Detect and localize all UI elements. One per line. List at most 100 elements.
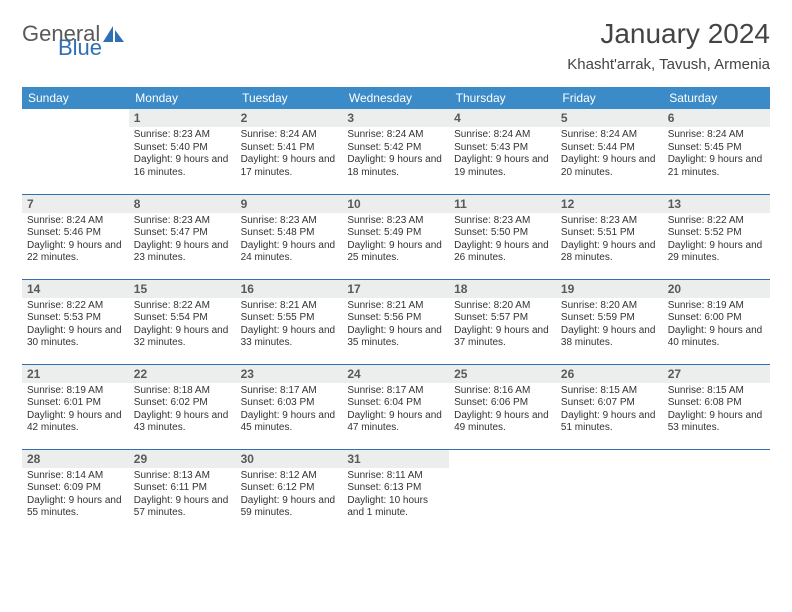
daylight-text: Daylight: 9 hours and 35 minutes. bbox=[347, 325, 444, 350]
daylight-text: Daylight: 9 hours and 53 minutes. bbox=[668, 410, 765, 435]
day-details: Sunrise: 8:15 AMSunset: 6:07 PMDaylight:… bbox=[556, 383, 663, 439]
day-number: 2 bbox=[236, 109, 343, 127]
day-details: Sunrise: 8:11 AMSunset: 6:13 PMDaylight:… bbox=[342, 468, 449, 524]
calendar-week-row: 28Sunrise: 8:14 AMSunset: 6:09 PMDayligh… bbox=[22, 449, 770, 534]
calendar-cell: 16Sunrise: 8:21 AMSunset: 5:55 PMDayligh… bbox=[236, 279, 343, 364]
weekday-header: Sunday bbox=[22, 87, 129, 109]
day-number: 5 bbox=[556, 109, 663, 127]
calendar-cell: 15Sunrise: 8:22 AMSunset: 5:54 PMDayligh… bbox=[129, 279, 236, 364]
sunrise-text: Sunrise: 8:11 AM bbox=[347, 470, 444, 483]
calendar-cell: 6Sunrise: 8:24 AMSunset: 5:45 PMDaylight… bbox=[663, 109, 770, 194]
sunrise-text: Sunrise: 8:23 AM bbox=[241, 215, 338, 228]
calendar-cell: 17Sunrise: 8:21 AMSunset: 5:56 PMDayligh… bbox=[342, 279, 449, 364]
month-title: January 2024 bbox=[567, 18, 770, 50]
weekday-header: Wednesday bbox=[342, 87, 449, 109]
day-details: Sunrise: 8:19 AMSunset: 6:00 PMDaylight:… bbox=[663, 298, 770, 354]
calendar-cell: 13Sunrise: 8:22 AMSunset: 5:52 PMDayligh… bbox=[663, 194, 770, 279]
day-details: Sunrise: 8:17 AMSunset: 6:04 PMDaylight:… bbox=[342, 383, 449, 439]
sunset-text: Sunset: 5:57 PM bbox=[454, 312, 551, 325]
sunrise-text: Sunrise: 8:22 AM bbox=[27, 300, 124, 313]
daylight-text: Daylight: 9 hours and 24 minutes. bbox=[241, 240, 338, 265]
day-details: Sunrise: 8:12 AMSunset: 6:12 PMDaylight:… bbox=[236, 468, 343, 524]
day-number: 6 bbox=[663, 109, 770, 127]
calendar-cell: 27Sunrise: 8:15 AMSunset: 6:08 PMDayligh… bbox=[663, 364, 770, 449]
calendar-cell: 31Sunrise: 8:11 AMSunset: 6:13 PMDayligh… bbox=[342, 449, 449, 534]
title-block: January 2024 Khasht'arrak, Tavush, Armen… bbox=[567, 18, 770, 73]
daylight-text: Daylight: 9 hours and 57 minutes. bbox=[134, 495, 231, 520]
sunset-text: Sunset: 5:43 PM bbox=[454, 142, 551, 155]
day-number: 30 bbox=[236, 450, 343, 468]
sunrise-text: Sunrise: 8:12 AM bbox=[241, 470, 338, 483]
day-number: 23 bbox=[236, 365, 343, 383]
day-details: Sunrise: 8:23 AMSunset: 5:47 PMDaylight:… bbox=[129, 213, 236, 269]
day-number: 17 bbox=[342, 280, 449, 298]
sunrise-text: Sunrise: 8:21 AM bbox=[347, 300, 444, 313]
sunrise-text: Sunrise: 8:24 AM bbox=[27, 215, 124, 228]
daylight-text: Daylight: 9 hours and 17 minutes. bbox=[241, 154, 338, 179]
calendar-cell: 21Sunrise: 8:19 AMSunset: 6:01 PMDayligh… bbox=[22, 364, 129, 449]
sunrise-text: Sunrise: 8:14 AM bbox=[27, 470, 124, 483]
weekday-header: Tuesday bbox=[236, 87, 343, 109]
daylight-text: Daylight: 9 hours and 55 minutes. bbox=[27, 495, 124, 520]
sunrise-text: Sunrise: 8:23 AM bbox=[454, 215, 551, 228]
sunset-text: Sunset: 5:50 PM bbox=[454, 227, 551, 240]
sunset-text: Sunset: 5:53 PM bbox=[27, 312, 124, 325]
daylight-text: Daylight: 9 hours and 49 minutes. bbox=[454, 410, 551, 435]
day-number: 7 bbox=[22, 195, 129, 213]
weekday-header: Saturday bbox=[663, 87, 770, 109]
day-number: 1 bbox=[129, 109, 236, 127]
daylight-text: Daylight: 9 hours and 25 minutes. bbox=[347, 240, 444, 265]
day-number: 26 bbox=[556, 365, 663, 383]
calendar-cell: 8Sunrise: 8:23 AMSunset: 5:47 PMDaylight… bbox=[129, 194, 236, 279]
day-details: Sunrise: 8:14 AMSunset: 6:09 PMDaylight:… bbox=[22, 468, 129, 524]
daylight-text: Daylight: 9 hours and 30 minutes. bbox=[27, 325, 124, 350]
day-details: Sunrise: 8:23 AMSunset: 5:51 PMDaylight:… bbox=[556, 213, 663, 269]
day-details: Sunrise: 8:24 AMSunset: 5:43 PMDaylight:… bbox=[449, 127, 556, 183]
day-number: 3 bbox=[342, 109, 449, 127]
sunset-text: Sunset: 6:04 PM bbox=[347, 397, 444, 410]
sunrise-text: Sunrise: 8:24 AM bbox=[561, 129, 658, 142]
day-details: Sunrise: 8:23 AMSunset: 5:49 PMDaylight:… bbox=[342, 213, 449, 269]
weekday-header: Monday bbox=[129, 87, 236, 109]
sunrise-text: Sunrise: 8:20 AM bbox=[561, 300, 658, 313]
day-number: 12 bbox=[556, 195, 663, 213]
sunset-text: Sunset: 6:09 PM bbox=[27, 482, 124, 495]
day-details: Sunrise: 8:23 AMSunset: 5:50 PMDaylight:… bbox=[449, 213, 556, 269]
day-details: Sunrise: 8:15 AMSunset: 6:08 PMDaylight:… bbox=[663, 383, 770, 439]
daylight-text: Daylight: 9 hours and 23 minutes. bbox=[134, 240, 231, 265]
sunset-text: Sunset: 5:59 PM bbox=[561, 312, 658, 325]
calendar-cell: 10Sunrise: 8:23 AMSunset: 5:49 PMDayligh… bbox=[342, 194, 449, 279]
day-details: Sunrise: 8:21 AMSunset: 5:56 PMDaylight:… bbox=[342, 298, 449, 354]
sunset-text: Sunset: 5:41 PM bbox=[241, 142, 338, 155]
daylight-text: Daylight: 9 hours and 59 minutes. bbox=[241, 495, 338, 520]
calendar-body: 1Sunrise: 8:23 AMSunset: 5:40 PMDaylight… bbox=[22, 109, 770, 534]
day-number: 20 bbox=[663, 280, 770, 298]
weekday-header: Thursday bbox=[449, 87, 556, 109]
location-text: Khasht'arrak, Tavush, Armenia bbox=[567, 56, 770, 73]
daylight-text: Daylight: 9 hours and 29 minutes. bbox=[668, 240, 765, 265]
day-details: Sunrise: 8:24 AMSunset: 5:41 PMDaylight:… bbox=[236, 127, 343, 183]
day-number bbox=[556, 450, 663, 468]
logo: General Blue bbox=[22, 24, 126, 58]
calendar-cell: 3Sunrise: 8:24 AMSunset: 5:42 PMDaylight… bbox=[342, 109, 449, 194]
day-number: 9 bbox=[236, 195, 343, 213]
sunset-text: Sunset: 6:11 PM bbox=[134, 482, 231, 495]
calendar-head: SundayMondayTuesdayWednesdayThursdayFrid… bbox=[22, 87, 770, 109]
sunrise-text: Sunrise: 8:23 AM bbox=[561, 215, 658, 228]
calendar-cell: 12Sunrise: 8:23 AMSunset: 5:51 PMDayligh… bbox=[556, 194, 663, 279]
day-number: 4 bbox=[449, 109, 556, 127]
daylight-text: Daylight: 9 hours and 21 minutes. bbox=[668, 154, 765, 179]
calendar-cell: 14Sunrise: 8:22 AMSunset: 5:53 PMDayligh… bbox=[22, 279, 129, 364]
sunset-text: Sunset: 5:44 PM bbox=[561, 142, 658, 155]
day-details: Sunrise: 8:24 AMSunset: 5:44 PMDaylight:… bbox=[556, 127, 663, 183]
daylight-text: Daylight: 9 hours and 37 minutes. bbox=[454, 325, 551, 350]
sunset-text: Sunset: 5:42 PM bbox=[347, 142, 444, 155]
daylight-text: Daylight: 9 hours and 40 minutes. bbox=[668, 325, 765, 350]
day-number: 10 bbox=[342, 195, 449, 213]
calendar-cell: 20Sunrise: 8:19 AMSunset: 6:00 PMDayligh… bbox=[663, 279, 770, 364]
day-details: Sunrise: 8:19 AMSunset: 6:01 PMDaylight:… bbox=[22, 383, 129, 439]
weekday-row: SundayMondayTuesdayWednesdayThursdayFrid… bbox=[22, 87, 770, 109]
calendar-cell: 4Sunrise: 8:24 AMSunset: 5:43 PMDaylight… bbox=[449, 109, 556, 194]
sunset-text: Sunset: 5:55 PM bbox=[241, 312, 338, 325]
calendar-week-row: 21Sunrise: 8:19 AMSunset: 6:01 PMDayligh… bbox=[22, 364, 770, 449]
